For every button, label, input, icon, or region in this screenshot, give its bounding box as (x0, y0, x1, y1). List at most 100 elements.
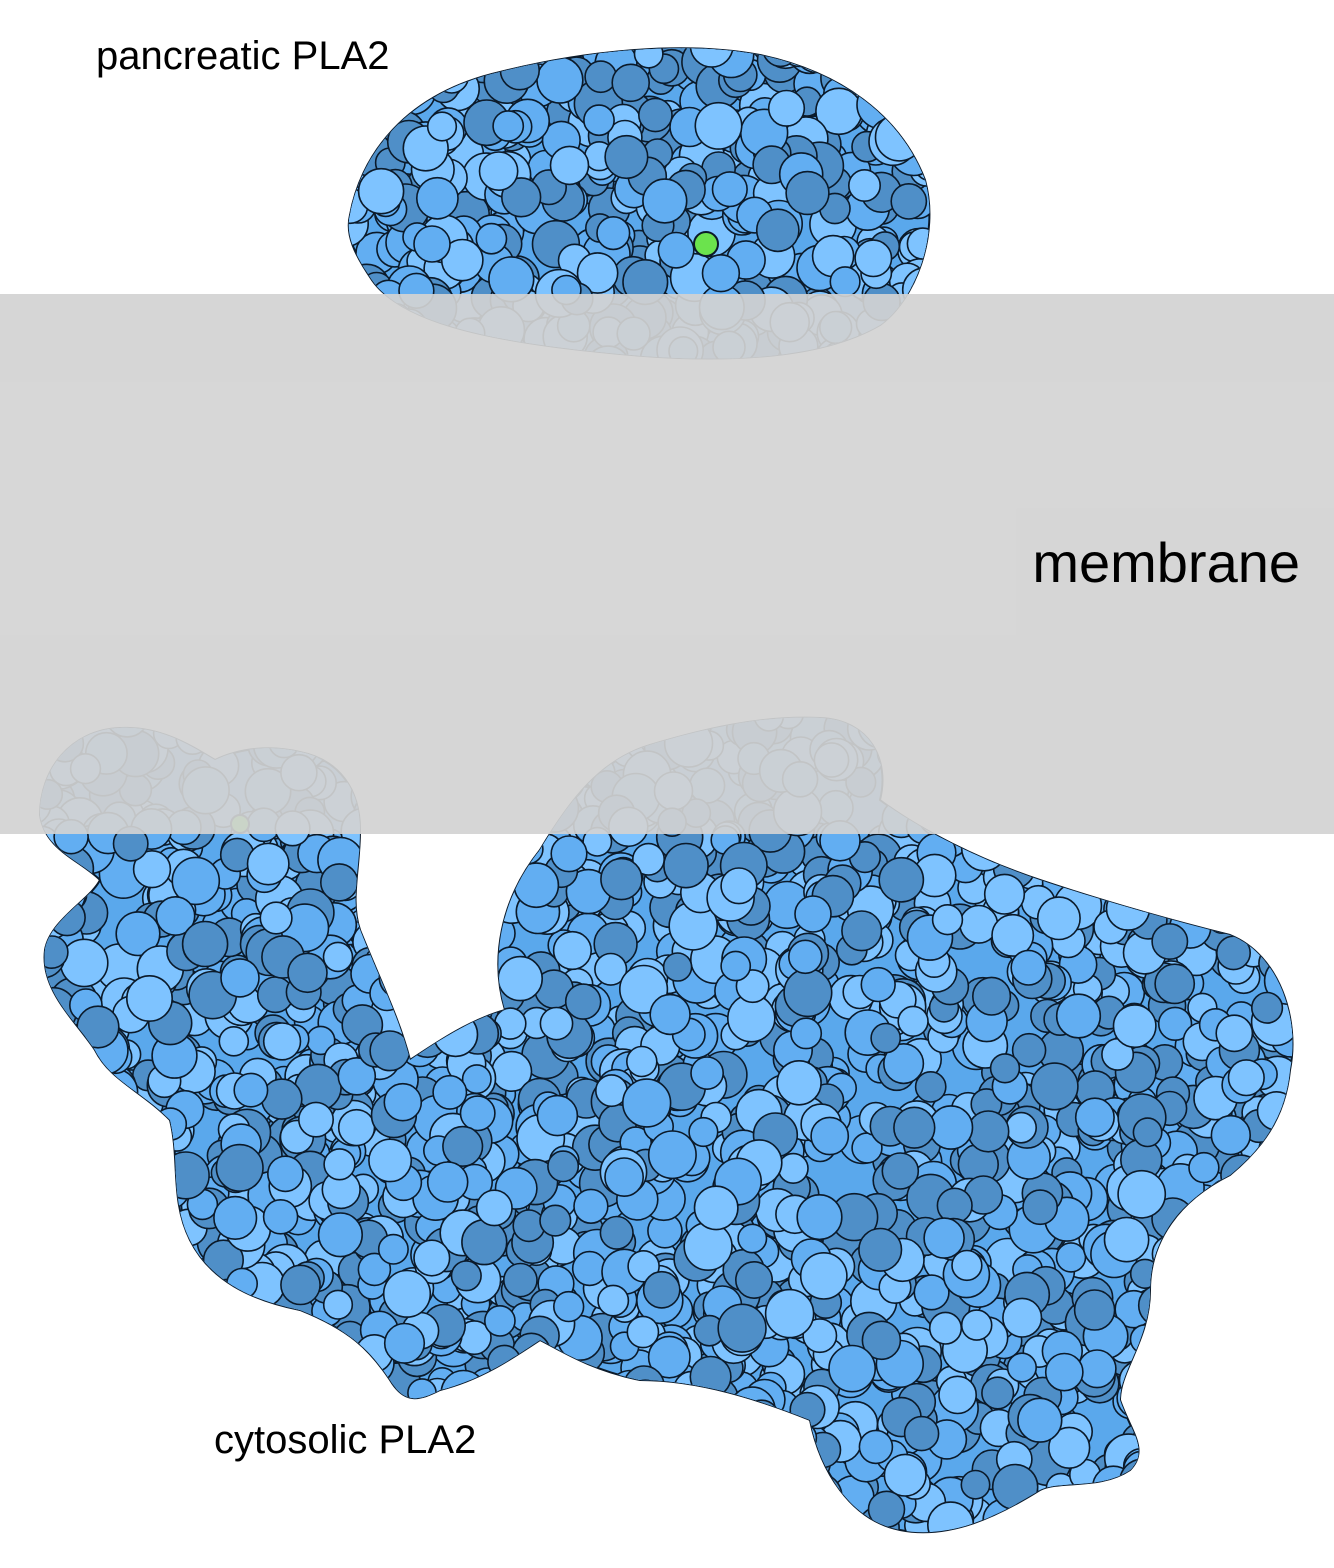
atom-sphere (213, 1195, 258, 1240)
atom-sphere (40, 1195, 47, 1228)
atom-sphere (1227, 1515, 1264, 1533)
atom-sphere (476, 1396, 519, 1439)
atom-sphere (1250, 1472, 1286, 1508)
atom-sphere (694, 101, 743, 150)
atom-sphere (928, 1105, 974, 1150)
atom-sphere (546, 1503, 582, 1533)
atom-sphere (139, 1299, 179, 1339)
atom-sphere (433, 1511, 484, 1533)
atom-sphere (458, 1469, 494, 1504)
atom-sphere (197, 1373, 240, 1416)
atom-sphere (883, 51, 924, 93)
atom-sphere (1195, 1382, 1227, 1414)
atom-sphere (705, 1519, 736, 1533)
atom-sphere (110, 1482, 160, 1532)
atom-sphere (720, 867, 758, 905)
atom-sphere (583, 104, 615, 137)
atom-sphere (767, 1467, 807, 1507)
atom-sphere (903, 1415, 940, 1452)
atom-sphere (40, 1202, 50, 1240)
atom-sphere (299, 1500, 342, 1533)
atom-sphere (130, 1360, 175, 1405)
atom-sphere (489, 1433, 524, 1467)
atom-sphere (47, 1438, 87, 1478)
atom-sphere (1227, 867, 1274, 914)
atom-sphere (874, 112, 924, 162)
atom-sphere (171, 1447, 215, 1491)
atom-sphere (161, 1385, 194, 1418)
atom-sphere (906, 227, 930, 260)
atom-sphere (432, 1074, 468, 1110)
atom-sphere (1186, 1299, 1216, 1330)
atom-sphere (475, 1189, 513, 1227)
atom-sphere (348, 111, 368, 147)
atom-sphere (471, 1511, 504, 1533)
atom-sphere (40, 1476, 58, 1510)
atom-sphere (169, 1327, 209, 1367)
atom-sphere (1258, 945, 1293, 982)
atom-sphere (1118, 860, 1158, 901)
atom-sphere (1280, 1513, 1293, 1533)
atom-sphere (606, 1483, 637, 1514)
atom-sphere (938, 1375, 978, 1415)
atom-sphere (243, 1480, 289, 1527)
atom-sphere (602, 1402, 648, 1448)
atom-sphere (422, 869, 471, 919)
atom-sphere (1179, 1257, 1225, 1303)
atom-sphere (149, 1376, 191, 1418)
atom-sphere (660, 1398, 709, 1447)
atom-sphere (176, 1286, 222, 1332)
atom-sphere (724, 1401, 756, 1433)
atom-sphere (247, 1468, 288, 1509)
atom-sphere (120, 1248, 169, 1297)
atom-sphere (40, 873, 61, 908)
atom-sphere (43, 1461, 77, 1495)
atom-sphere (1257, 1524, 1293, 1533)
atom-sphere (56, 1103, 97, 1143)
atom-sphere (596, 216, 631, 251)
atom-sphere (1011, 1032, 1047, 1068)
atom-sphere (377, 1514, 420, 1533)
atom-sphere (1082, 1504, 1121, 1533)
atom-sphere (75, 1124, 121, 1170)
atom-sphere (1202, 1395, 1238, 1432)
atom-sphere (771, 1448, 804, 1482)
atom-sphere (1264, 1447, 1293, 1488)
atom-sphere (649, 993, 691, 1036)
atom-sphere (1173, 1446, 1218, 1491)
atom-sphere (59, 1494, 95, 1529)
atom-sphere (690, 1437, 721, 1468)
atom-sphere (544, 1400, 586, 1442)
membrane-label: membrane (1032, 531, 1300, 594)
atom-sphere (521, 1410, 555, 1444)
atom-sphere (918, 55, 930, 87)
atom-sphere (326, 1518, 371, 1533)
atom-sphere (1169, 1414, 1208, 1453)
atom-sphere (1177, 1394, 1218, 1436)
atom-sphere (1283, 945, 1293, 983)
atom-sphere (897, 1005, 929, 1037)
atom-sphere (1215, 1014, 1254, 1053)
atom-sphere (631, 1450, 669, 1488)
atom-sphere (1238, 1377, 1282, 1420)
atom-sphere (1157, 1255, 1190, 1288)
atom-sphere (893, 1106, 936, 1149)
atom-sphere (764, 1288, 815, 1339)
atom-sphere (379, 1493, 420, 1533)
atom-sphere (227, 1317, 272, 1362)
atom-sphere (785, 170, 830, 216)
atom-sphere (432, 1011, 479, 1058)
atom-sphere (719, 1441, 755, 1476)
atom-sphere (1179, 1203, 1226, 1251)
atom-sphere (109, 1387, 150, 1428)
atom-sphere (706, 1497, 754, 1533)
atom-sphere (1282, 1162, 1293, 1196)
atom-sphere (46, 1306, 84, 1344)
atom-sphere (427, 48, 476, 75)
atom-sphere (1063, 1510, 1106, 1533)
atom-sphere (127, 1246, 158, 1278)
atom-sphere (1166, 1344, 1207, 1386)
atom-sphere (48, 1444, 96, 1492)
